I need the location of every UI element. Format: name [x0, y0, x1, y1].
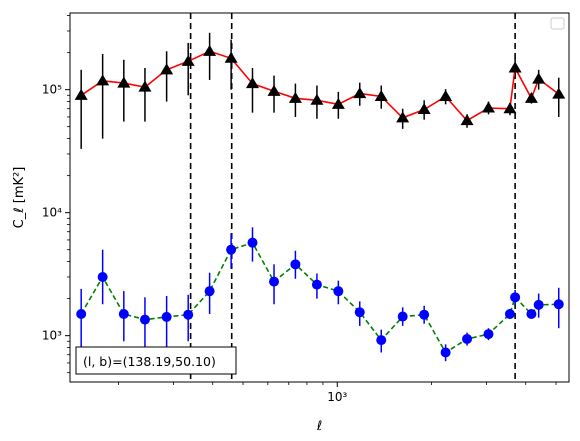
series-0-point-5 — [181, 54, 195, 66]
annotation: (l, b)=(138.19,50.10) — [75, 346, 237, 375]
series-1-point-19 — [483, 329, 494, 340]
series-1-point-1 — [97, 271, 108, 282]
series-1-point-3 — [139, 314, 150, 325]
y-tick-label-2: 10⁵ — [42, 83, 62, 97]
series-0 — [74, 32, 566, 149]
axes: 10³ 10⁴ 10⁵ 10³ ℓ C_ℓ [mK²] (l, b)=(138.19,50.… — [12, 12, 570, 434]
series-0-point-15 — [396, 111, 410, 123]
annotation-text: (l, b)=(138.19,50.10) — [83, 354, 216, 369]
series-0-point-22 — [508, 61, 522, 73]
series-1 — [76, 227, 564, 362]
series-0-point-4 — [160, 63, 174, 75]
series-0-point-18 — [460, 114, 474, 126]
series-1-point-6 — [204, 286, 215, 297]
series-1-point-23 — [533, 299, 544, 310]
series-1-point-22 — [510, 292, 521, 303]
series-0-point-12 — [331, 97, 345, 109]
series-0-point-13 — [353, 87, 367, 99]
series-0-point-8 — [245, 77, 259, 89]
series-0-point-19 — [481, 101, 495, 113]
series-0-point-23 — [532, 72, 546, 84]
series-1-point-5 — [183, 309, 194, 320]
series-1-point-21 — [526, 309, 537, 320]
x-axis-label: ℓ — [316, 419, 322, 434]
series-0-point-10 — [288, 91, 302, 103]
series-1-point-8 — [247, 237, 258, 248]
x-tick-label-0: 10³ — [327, 390, 347, 404]
series-1-point-16 — [419, 309, 430, 320]
series-1-point-7 — [226, 244, 237, 255]
series-1-point-12 — [333, 286, 344, 297]
plot-content — [74, 13, 566, 382]
plot-area — [74, 13, 566, 382]
series-1-point-13 — [354, 307, 365, 318]
y-tick-label-1: 10⁴ — [42, 206, 62, 220]
series-0-point-11 — [310, 93, 324, 105]
series-1-point-24 — [553, 299, 564, 310]
annotation-box — [75, 346, 237, 375]
series-0-point-21 — [524, 91, 538, 103]
series-0-point-0 — [74, 88, 88, 100]
series-0-point-14 — [374, 89, 388, 102]
series-1-point-15 — [397, 311, 408, 322]
series-0-point-2 — [117, 76, 131, 88]
series-1-point-18 — [462, 333, 473, 344]
series-1-point-0 — [76, 309, 87, 320]
series-0-point-7 — [224, 51, 238, 63]
series-1-point-20 — [504, 309, 515, 320]
series-1-point-2 — [118, 309, 129, 320]
series-1-point-4 — [161, 311, 172, 322]
series-1-point-9 — [269, 276, 280, 287]
series-0-point-9 — [267, 84, 281, 96]
series-1-point-10 — [290, 259, 301, 270]
series-0-point-6 — [203, 44, 217, 56]
axes-frame — [69, 12, 570, 383]
y-axis-label: C_ℓ [mK²] — [12, 167, 27, 229]
legend-box — [550, 17, 565, 30]
series-0-point-1 — [96, 74, 110, 86]
series-0-point-24 — [552, 87, 566, 99]
series-0-point-3 — [138, 80, 152, 92]
series-1-point-14 — [376, 335, 387, 346]
series-0-point-17 — [439, 89, 453, 102]
y-tick-label-0: 10³ — [42, 329, 62, 343]
series-1-point-17 — [440, 347, 451, 358]
series-1-point-11 — [311, 279, 322, 290]
series-0-point-20 — [503, 102, 517, 114]
series-0-point-16 — [417, 102, 431, 115]
